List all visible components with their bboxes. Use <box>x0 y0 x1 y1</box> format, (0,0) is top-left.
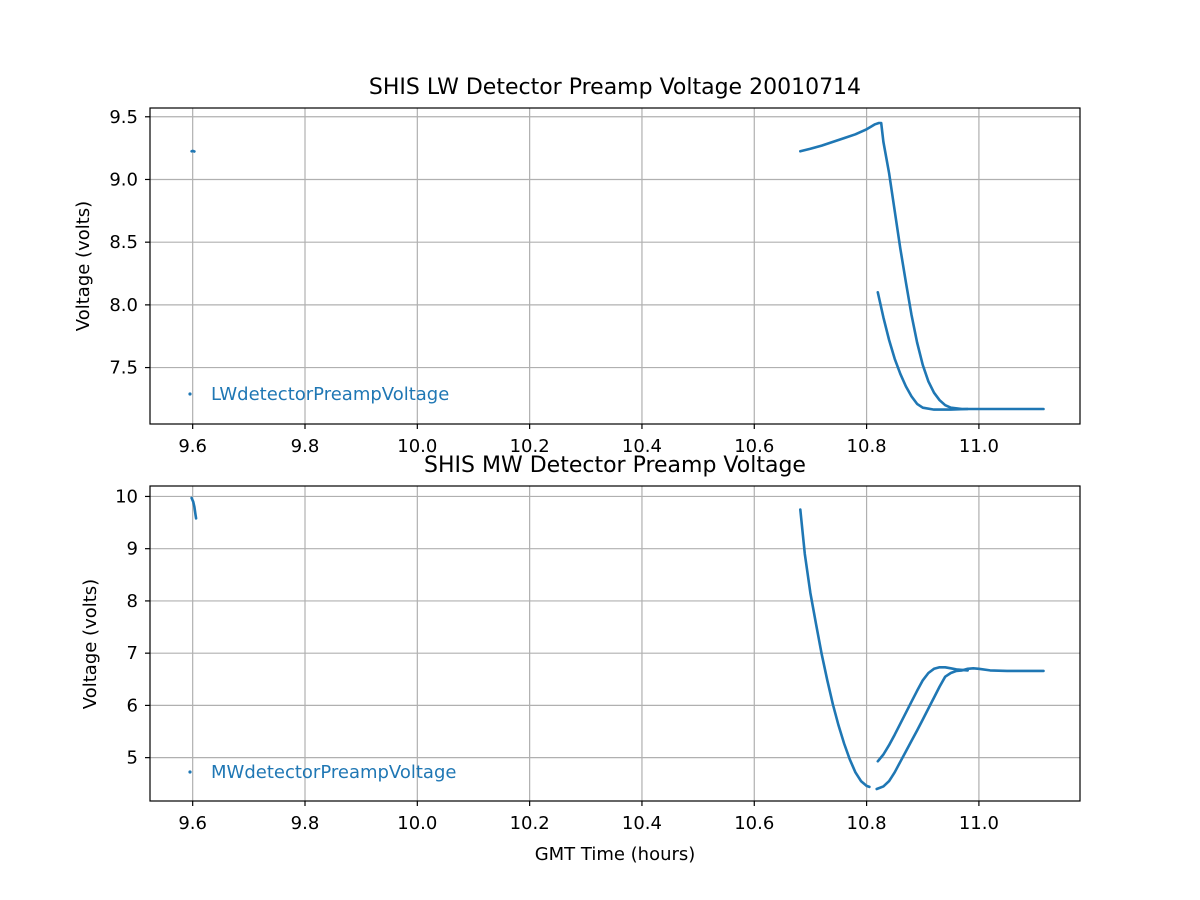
lw-grid <box>150 108 1080 424</box>
mw-plot-frame <box>149 485 1081 802</box>
mw-grid <box>150 486 1080 801</box>
mw-y-tick-label: 9 <box>127 539 138 560</box>
lw-x-tick-label: 10.2 <box>510 436 550 457</box>
lw-voltage-chart: 9.6 9.8 10.0 10.2 10.4 10.6 10.8 11.0 7.5 8.0 8.5… <box>73 75 1081 457</box>
mw-x-tick-label: 11.0 <box>959 813 999 834</box>
lw-y-tick-label: 8.0 <box>109 295 138 316</box>
lw-series-segment <box>876 291 969 411</box>
lw-legend-marker <box>188 392 192 396</box>
lw-y-ticks: 7.5 8.0 8.5 9.0 9.5 <box>109 107 150 379</box>
mw-x-tick-label: 10.8 <box>847 813 887 834</box>
mw-voltage-chart: 9.6 9.8 10.0 10.2 10.4 10.6 10.8 11.0 5 6 7 8 9 10 S… <box>80 453 1081 865</box>
mw-series-segment <box>876 666 969 763</box>
mw-x-axis-label: GMT Time (hours) <box>535 844 696 865</box>
mw-x-tick-label: 10.2 <box>510 813 550 834</box>
mw-series-segment <box>799 508 871 789</box>
lw-series-segment <box>190 149 196 153</box>
lw-x-ticks: 9.6 9.8 10.0 10.2 10.4 10.6 10.8 11.0 <box>178 424 999 457</box>
mw-legend: MWdetectorPreampVoltage <box>188 762 456 783</box>
mw-y-tick-label: 8 <box>127 591 138 612</box>
lw-legend: LWdetectorPreampVoltage <box>188 384 449 405</box>
lw-y-tick-label: 8.5 <box>109 232 138 253</box>
lw-x-tick-label: 10.6 <box>734 436 774 457</box>
mw-chart-title: SHIS MW Detector Preamp Voltage <box>424 453 806 478</box>
lw-series-segment <box>799 121 1045 411</box>
mw-x-ticks: 9.6 9.8 10.0 10.2 10.4 10.6 10.8 11.0 <box>178 801 999 834</box>
mw-y-tick-label: 7 <box>127 643 138 664</box>
mw-y-axis-label: Voltage (volts) <box>80 579 101 709</box>
mw-legend-label: MWdetectorPreampVoltage <box>211 762 456 783</box>
lw-x-tick-label: 10.0 <box>397 436 437 457</box>
mw-y-ticks: 5 6 7 8 9 10 <box>115 486 150 769</box>
lw-y-axis-label: Voltage (volts) <box>73 201 94 331</box>
lw-y-tick-label: 7.5 <box>109 358 138 379</box>
lw-y-tick-label: 9.5 <box>109 107 138 128</box>
mw-x-tick-label: 9.8 <box>291 813 320 834</box>
lw-plot-frame <box>149 107 1081 425</box>
mw-y-tick-label: 6 <box>127 695 138 716</box>
lw-series <box>190 121 1045 411</box>
mw-legend-marker <box>188 770 192 774</box>
mw-series <box>190 496 1045 791</box>
mw-y-tick-label: 5 <box>127 748 138 769</box>
lw-chart-title: SHIS LW Detector Preamp Voltage 20010714 <box>369 75 861 100</box>
mw-series-segment <box>190 496 198 520</box>
mw-x-tick-label: 10.0 <box>397 813 437 834</box>
lw-x-tick-label: 10.8 <box>847 436 887 457</box>
lw-x-tick-label: 9.6 <box>178 436 207 457</box>
lw-x-tick-label: 10.4 <box>622 436 662 457</box>
lw-x-tick-label: 11.0 <box>959 436 999 457</box>
mw-x-tick-label: 10.6 <box>734 813 774 834</box>
mw-x-tick-label: 10.4 <box>622 813 662 834</box>
mw-y-tick-label: 10 <box>115 486 138 507</box>
lw-y-tick-label: 9.0 <box>109 169 138 190</box>
mw-series-segment <box>875 667 1045 791</box>
lw-x-tick-label: 9.8 <box>291 436 320 457</box>
lw-legend-label: LWdetectorPreampVoltage <box>211 384 449 405</box>
mw-x-tick-label: 9.6 <box>178 813 207 834</box>
